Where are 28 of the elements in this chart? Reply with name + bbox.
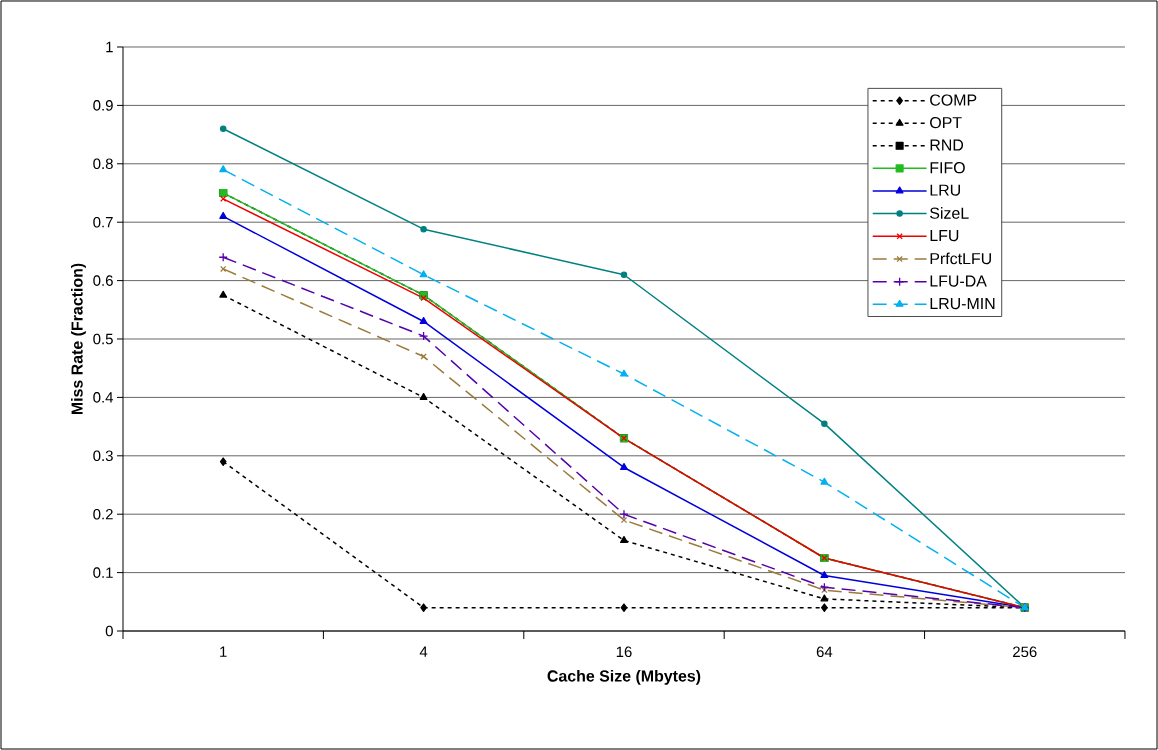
x-axis-title: Cache Size (Mbytes) (547, 669, 701, 685)
y-tick-label: 0.6 (93, 275, 113, 286)
legend-label: LFU (930, 230, 959, 242)
legend-label: RND (930, 139, 964, 151)
legend-label: LRU (930, 184, 960, 196)
legend-label: LFU-DA (930, 275, 987, 287)
y-tick-label: 0.3 (93, 450, 113, 462)
y-tick-label: 0.9 (93, 100, 113, 111)
y-tick-label: 1 (106, 41, 113, 53)
y-tick-label: 0.4 (93, 392, 114, 403)
x-tick-label: 64 (816, 646, 833, 658)
x-tick-label: 16 (616, 646, 632, 658)
legend-label: OPT (930, 116, 962, 129)
legend-label: FIFO (930, 162, 965, 174)
y-tick-label: 0.7 (93, 216, 113, 228)
x-tick-label: 1 (220, 646, 227, 657)
y-tick-label: 0.5 (93, 333, 113, 345)
y-tick-label: 0.8 (93, 158, 113, 170)
y-tick-label: 0 (105, 625, 113, 637)
y-tick-label: 0.2 (93, 508, 113, 520)
x-tick-label: 4 (419, 646, 428, 657)
x-tick-label: 256 (1013, 646, 1037, 658)
legend-label: PrfctLFU (930, 252, 991, 265)
y-tick-label: 0.1 (93, 567, 113, 578)
y-axis-title: Miss Rate (Fraction) (71, 263, 86, 415)
legend-label: SizeL (930, 207, 969, 219)
legend-label: LRU-MIN (930, 298, 995, 310)
legend-label: COMP (930, 94, 977, 106)
